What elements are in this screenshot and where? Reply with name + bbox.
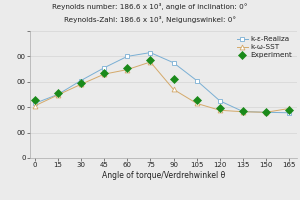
k-ω-SST [264, 111, 268, 113]
k-ε-Realiza [33, 102, 36, 105]
k-ε-Realiza [218, 100, 222, 102]
k-ω-SST [125, 68, 129, 71]
k-ω-SST [79, 83, 83, 86]
k-ε-Realiza [79, 79, 83, 82]
k-ε-Realiza [287, 112, 291, 114]
k-ω-SST [148, 61, 152, 63]
Experiment [79, 82, 83, 84]
X-axis label: Angle of torque/Verdrehwinkel θ: Angle of torque/Verdrehwinkel θ [102, 171, 225, 180]
Experiment [172, 78, 175, 80]
k-ε-Realiza [148, 51, 152, 54]
Experiment [56, 92, 60, 94]
k-ω-SST [33, 105, 36, 107]
Experiment [241, 110, 245, 112]
Text: Reynolds number: 186.6 x 10³, angle of inclination: 0°: Reynolds number: 186.6 x 10³, angle of i… [52, 3, 248, 10]
k-ω-SST [195, 102, 199, 105]
k-ε-Realiza [241, 110, 245, 113]
k-ω-SST [218, 109, 222, 111]
Experiment [125, 67, 129, 69]
Experiment [264, 110, 268, 113]
Experiment [148, 59, 152, 61]
k-ε-Realiza [195, 79, 199, 82]
k-ω-SST [56, 94, 60, 96]
k-ε-Realiza [102, 67, 106, 69]
Experiment [33, 98, 36, 101]
Experiment [287, 109, 291, 111]
Text: Reynolds-Zahl: 186.6 x 10³, Neigungswinkel: 0°: Reynolds-Zahl: 186.6 x 10³, Neigungswink… [64, 16, 236, 23]
k-ε-Realiza [264, 111, 268, 113]
k-ω-SST [241, 111, 245, 113]
k-ε-Realiza [125, 55, 129, 58]
Line: k-ε-Realiza: k-ε-Realiza [32, 50, 292, 115]
k-ω-SST [102, 73, 106, 75]
Legend: k-ε-Realiza, k-ω-SST, Experiment: k-ε-Realiza, k-ω-SST, Experiment [236, 35, 293, 60]
k-ε-Realiza [56, 93, 60, 96]
k-ε-Realiza [172, 62, 175, 64]
Line: k-ω-SST: k-ω-SST [32, 60, 292, 115]
Experiment [218, 107, 222, 110]
k-ω-SST [287, 107, 291, 110]
Experiment [102, 72, 106, 74]
Experiment [195, 98, 199, 101]
k-ω-SST [172, 88, 175, 91]
Line: Experiment: Experiment [32, 57, 292, 114]
